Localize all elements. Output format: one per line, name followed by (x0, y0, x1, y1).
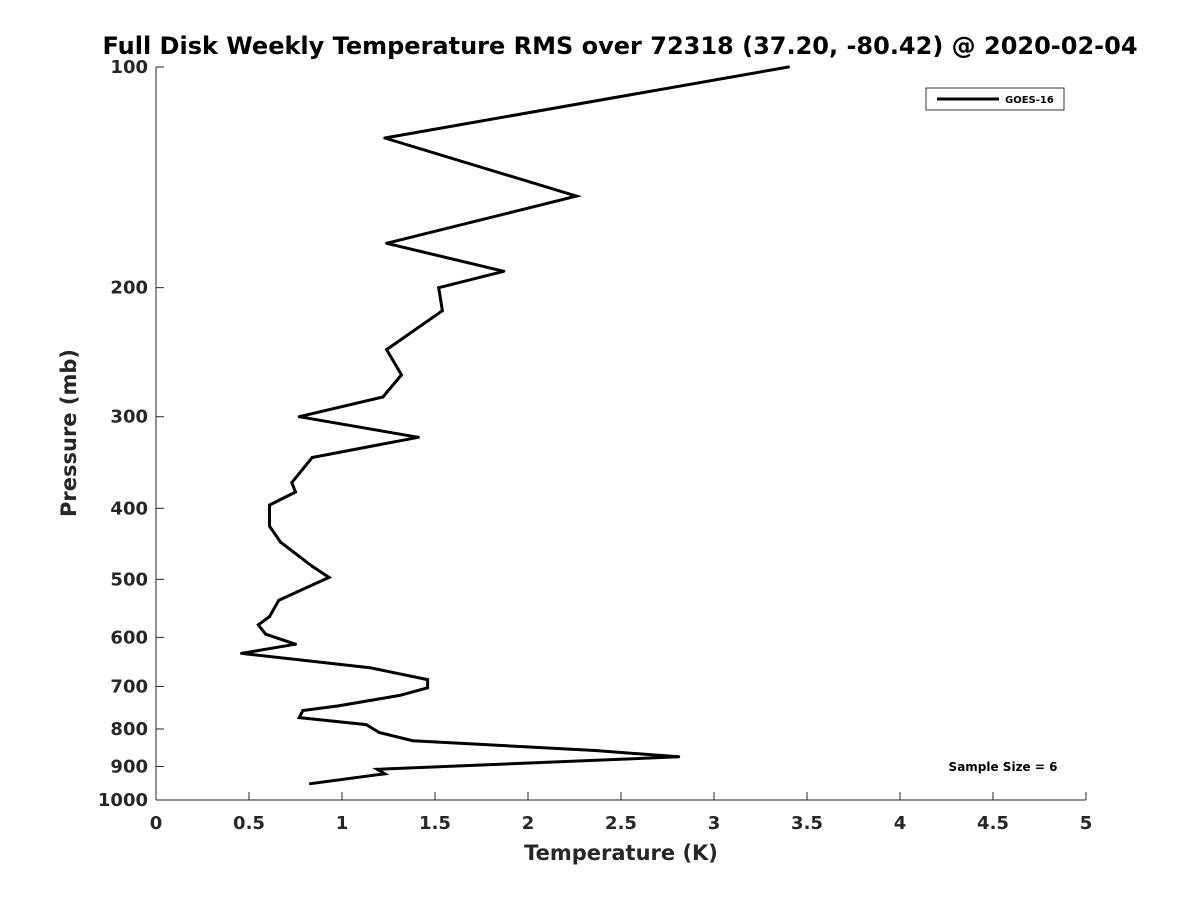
data-point (279, 540, 283, 544)
data-point (411, 739, 415, 743)
data-point (383, 136, 387, 140)
data-point (268, 615, 271, 619)
series-layer (240, 65, 790, 786)
data-point (327, 575, 331, 579)
x-tick-label: 4 (894, 813, 907, 834)
data-point (375, 767, 379, 771)
y-tick-label: 600 (110, 627, 148, 648)
y-tick-label: 400 (110, 498, 148, 519)
data-point (574, 194, 578, 198)
x-tick-label: 2 (522, 813, 535, 834)
data-point (310, 456, 314, 459)
data-point (437, 286, 441, 290)
y-tick-label: 200 (110, 278, 148, 299)
y-axis-ticks: 100 200 300 400 500 600 700 800 900 1000 (98, 57, 164, 811)
data-point (290, 481, 294, 485)
x-tick-label: 1.5 (419, 813, 451, 834)
data-point (297, 415, 301, 419)
data-point (502, 269, 506, 273)
data-point (368, 666, 372, 670)
legend: GOES-16 (925, 87, 1065, 111)
y-tick-label: 800 (110, 719, 148, 740)
x-tick-label: 3 (708, 813, 721, 834)
y-tick-label: 500 (110, 569, 148, 590)
data-point (383, 772, 387, 776)
data-point (364, 723, 368, 727)
data-point (398, 693, 402, 697)
data-point (294, 490, 297, 494)
data-point (240, 651, 244, 655)
data-point (786, 65, 790, 69)
data-point (440, 309, 444, 313)
sample-size-annotation: Sample Size = 6 (949, 760, 1058, 774)
data-point (400, 373, 403, 377)
x-axis-label: Temperature (K) (524, 841, 718, 865)
data-point (426, 678, 430, 682)
data-point (377, 731, 381, 734)
data-point (336, 704, 340, 708)
x-tick-label: 4.5 (977, 813, 1009, 834)
data-point (385, 241, 389, 245)
y-tick-label: 900 (110, 756, 148, 777)
y-axis-label: Pressure (mb) (57, 349, 81, 517)
x-tick-label: 5 (1080, 813, 1093, 834)
x-axis-ticks: 0 0.5 1 1.5 2 2.5 3 3.5 4 4.5 5 (150, 792, 1093, 834)
data-point (277, 598, 281, 602)
y-tick-label: 1000 (98, 790, 148, 811)
data-point (381, 395, 385, 399)
data-point (593, 749, 597, 752)
y-tick-label: 100 (110, 57, 148, 78)
x-tick-label: 2.5 (605, 813, 637, 834)
y-tick-label: 300 (110, 407, 148, 428)
data-point (268, 524, 271, 528)
data-point (268, 503, 271, 507)
legend-label-goes-16: GOES-16 (1005, 95, 1054, 106)
y-tick-label: 700 (110, 676, 148, 697)
data-point (264, 632, 268, 636)
x-tick-label: 0.5 (233, 813, 265, 834)
data-point (294, 642, 297, 646)
chart-title: Full Disk Weekly Temperature RMS over 72… (102, 32, 1137, 60)
data-point (308, 782, 312, 786)
data-point (677, 755, 681, 759)
data-point (310, 564, 314, 568)
data-point (385, 348, 389, 352)
x-tick-label: 1 (336, 813, 349, 834)
x-tick-label: 3.5 (791, 813, 823, 834)
data-point (297, 716, 301, 720)
x-tick-label: 0 (150, 813, 163, 834)
data-point (256, 623, 260, 627)
data-point (301, 709, 305, 712)
data-point (426, 686, 430, 690)
data-point (416, 435, 420, 439)
